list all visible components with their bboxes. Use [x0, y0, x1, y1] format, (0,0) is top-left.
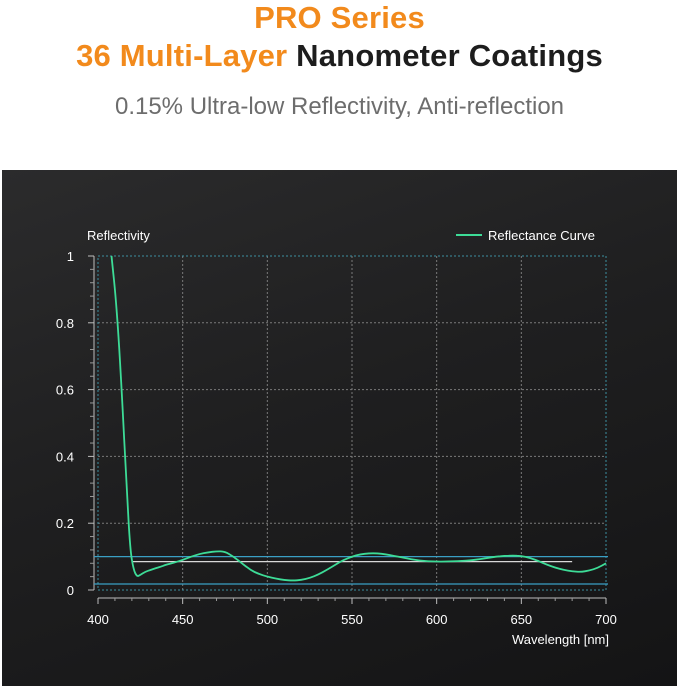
- x-axis: 400 450 500 550 600 650 700: [87, 598, 617, 627]
- title-highlight: 36 Multi-Layer: [76, 38, 288, 73]
- y-tick-label: 0.2: [56, 516, 74, 531]
- y-tick-label: 1: [67, 249, 74, 264]
- y-axis-label: Reflectivity: [87, 228, 150, 243]
- y-tick-label: 0.8: [56, 316, 74, 331]
- x-tick-label: 450: [172, 612, 194, 627]
- subtitle: 0.15% Ultra-low Reflectivity, Anti-refle…: [114, 93, 565, 120]
- title-line-2: 36 Multi-Layer Nanometer Coatings: [0, 38, 679, 74]
- x-tick-label: 600: [426, 612, 448, 627]
- legend: Reflectance Curve: [456, 228, 595, 243]
- x-tick-label: 700: [595, 612, 617, 627]
- title-line-1: PRO Series: [254, 0, 425, 35]
- title-rest: Nanometer Coatings: [296, 38, 603, 73]
- reflectance-curve-line: [110, 255, 607, 582]
- legend-label: Reflectance Curve: [488, 228, 595, 243]
- series-group: [110, 255, 607, 582]
- y-tick-label: 0: [67, 583, 74, 598]
- y-axis: 0 0.2 0.4 0.6 0.8 1: [56, 249, 94, 598]
- plot-frame: [93, 255, 607, 599]
- y-tick-label: 0.6: [56, 383, 74, 398]
- x-tick-label: 550: [341, 612, 363, 627]
- reflectance-chart: 0 0.2 0.4 0.6 0.8 1 400 450 500 550 600 650 700 Ref…: [56, 228, 617, 647]
- x-axis-label: Wavelength [nm]: [512, 632, 609, 647]
- y-tick-label: 0.4: [56, 449, 74, 464]
- reference-lines: [94, 556, 608, 585]
- plot-border: [97, 255, 607, 591]
- grid: [98, 256, 606, 590]
- x-tick-label: 500: [256, 612, 278, 627]
- chart-panel: 0 0.2 0.4 0.6 0.8 1 400 450 500 550 600 650 700 Ref…: [2, 170, 677, 686]
- x-tick-label: 400: [87, 612, 109, 627]
- x-tick-label: 650: [510, 612, 532, 627]
